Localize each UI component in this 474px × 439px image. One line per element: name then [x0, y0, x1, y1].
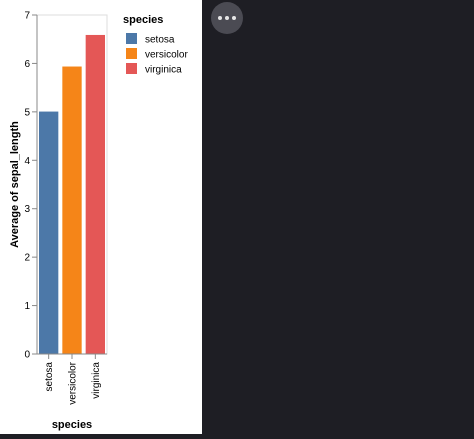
y-tick-label: 3 [24, 204, 30, 215]
y-axis: 0 1 2 3 4 5 6 7 [24, 11, 38, 361]
y-tick-label: 7 [24, 11, 30, 22]
y-tick-label: 2 [24, 253, 30, 264]
legend: species setosa versicolor virginica [123, 14, 188, 76]
bar-versicolor [62, 66, 82, 354]
x-tick-label: virginica [91, 362, 102, 399]
dark-panel [202, 0, 474, 434]
legend-swatch-virginica [126, 63, 137, 74]
x-tick-label: versicolor [68, 361, 79, 404]
legend-title: species [123, 14, 163, 26]
legend-swatch-setosa [126, 33, 137, 44]
x-axis-title: species [52, 419, 92, 431]
x-tick-label: setosa [44, 362, 55, 392]
legend-label-versicolor: versicolor [145, 50, 188, 61]
bars [39, 34, 105, 354]
y-tick-label: 4 [24, 156, 30, 167]
more-horizontal-icon [218, 16, 222, 20]
more-options-button[interactable] [211, 2, 243, 34]
x-axis: setosa versicolor virginica [37, 353, 107, 405]
more-horizontal-icon-dot [225, 16, 229, 20]
y-tick-label: 1 [24, 301, 30, 312]
y-tick-label: 5 [24, 107, 30, 118]
more-horizontal-icon-dot [232, 16, 236, 20]
bar-chart: 0 1 2 3 4 5 6 7 setosa versicolor virginica Avera… [9, 11, 188, 432]
y-axis-title: Average of sepal_length [9, 121, 21, 248]
chart-panel: 0 1 2 3 4 5 6 7 setosa versicolor virginica Avera… [0, 0, 202, 434]
bar-virginica [85, 34, 105, 354]
legend-swatch-versicolor [126, 48, 137, 59]
legend-label-setosa: setosa [145, 35, 175, 46]
legend-label-virginica: virginica [145, 65, 182, 76]
y-tick-label: 6 [24, 59, 30, 70]
y-tick-label: 0 [24, 350, 30, 361]
bar-setosa [39, 111, 59, 354]
